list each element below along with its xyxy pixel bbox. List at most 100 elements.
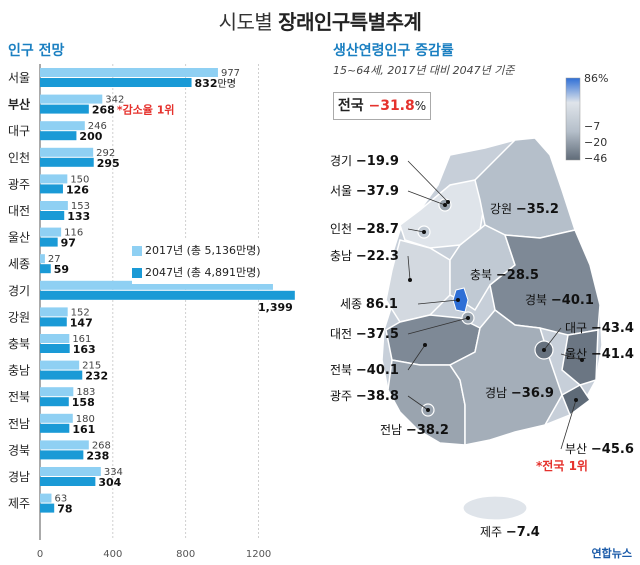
value-label-2017: 161: [72, 334, 91, 345]
title-main: 장래인구특별추계: [278, 10, 422, 34]
bar-2047: [40, 184, 63, 194]
x-tick-label: 1200: [246, 549, 271, 560]
leader-dot: [456, 298, 460, 302]
bar-2047: [40, 503, 55, 513]
value-label-2017: 292: [96, 148, 115, 159]
region-jeju: [462, 495, 528, 521]
value-label-2017: 27: [48, 254, 61, 265]
bar-2017: [40, 493, 52, 503]
category-label: 전남: [8, 417, 30, 431]
value-label-2017: 334: [104, 467, 123, 478]
category-label: 부산: [8, 97, 30, 112]
map-region-value: −7.4: [506, 525, 540, 540]
map-region-value: −40.1: [356, 363, 399, 378]
korea-map: 86% −7 −20 −46 경기 −19.9서울 −37.9인천 −28.7충…: [330, 72, 634, 540]
bar-2047: [40, 317, 67, 327]
map-region-label: 대전 −37.5: [330, 327, 399, 342]
page-title: 시도별 장래인구특별추계: [0, 6, 640, 35]
category-label: 경북: [8, 443, 30, 457]
map-region-label: 울산 −41.4: [565, 347, 634, 362]
map-region-value: −38.2: [406, 423, 449, 438]
map-region-label: 인천 −28.7: [330, 221, 399, 237]
region-gyeongnam: [448, 308, 563, 446]
value-label-2017: 180: [76, 414, 95, 425]
map-region-label: 강원 −35.2: [490, 202, 559, 217]
leader-dot: [426, 408, 430, 412]
bar-2017: [40, 254, 45, 264]
map-region-name: 부산: [565, 442, 591, 456]
legend-label-2017: 2017년 (총 5,136만명): [145, 244, 261, 257]
map-region-value: 86.1: [366, 297, 398, 312]
bar-2017: [40, 307, 68, 317]
national-unit: %: [414, 99, 427, 113]
bar-2017: [40, 280, 273, 290]
map-region-value: −28.5: [496, 268, 539, 283]
bar-2017: [40, 94, 103, 104]
map-region-name: 충북: [470, 268, 496, 282]
map-region-name: 제주: [480, 525, 506, 539]
value-label-2017: 116: [64, 228, 83, 239]
map-region-name: 광주: [330, 389, 356, 403]
value-label-2017: 152: [71, 307, 90, 318]
bar-2017: [40, 201, 68, 210]
legend-swatch-2017: [132, 246, 142, 256]
map-region-name: 경기: [330, 154, 356, 168]
category-label: 대전: [8, 204, 30, 218]
value-label-2017: 183: [76, 387, 95, 398]
map-region-value: −43.4: [591, 321, 634, 336]
leader-line: [407, 395, 429, 411]
value-label-2047: 295: [97, 157, 120, 170]
value-label-2047: 163: [73, 343, 96, 356]
category-label: 세종: [8, 257, 30, 271]
region-ulsan: [561, 329, 599, 386]
national-label: 전국: [337, 98, 364, 114]
bar-2047: [40, 104, 89, 114]
x-tick-label: 0: [37, 549, 43, 560]
map-region-name: 인천: [330, 221, 356, 236]
map-region-value: −38.8: [356, 389, 399, 404]
x-tick-label: 400: [103, 549, 122, 560]
map-region-name: 강원: [490, 202, 516, 216]
category-label: 광주: [8, 177, 30, 191]
right-subtitle: 15~64세, 2017년 대비 2047년 기준: [333, 64, 515, 77]
x-tick-label: 800: [176, 549, 195, 560]
unit-label: 만명: [218, 78, 236, 90]
leader-line: [417, 299, 459, 305]
scale-label-top: 86%: [584, 72, 608, 85]
national-value: −31.8: [368, 98, 415, 114]
value-label-2047: 59: [54, 263, 69, 276]
map-region-label: 전남 −38.2: [380, 423, 449, 438]
map-region-label: 제주 −7.4: [480, 525, 540, 540]
map-region-name: 울산: [565, 347, 591, 361]
leader-dot: [574, 398, 578, 402]
value-label-2047: 268: [92, 104, 115, 117]
legend-swatch-2047: [132, 268, 142, 278]
leader-line: [407, 255, 411, 281]
leader-dot: [542, 348, 546, 352]
value-label-2047: 200: [79, 130, 102, 143]
category-label: 서울: [8, 71, 30, 85]
bar-2017: [40, 440, 89, 450]
category-label: 전북: [8, 390, 30, 404]
legend-item-2047: 2047년 (총 4,891만명): [132, 264, 261, 280]
leader-dot: [443, 203, 447, 207]
category-label: 경남: [8, 470, 30, 484]
leader-line: [407, 317, 469, 335]
value-label-2047: 161: [72, 423, 95, 436]
map-region-name: 충남: [330, 249, 356, 263]
category-label: 충북: [8, 337, 30, 351]
map-region-label: 경기 −19.9: [330, 154, 399, 169]
value-label-2047: 238: [86, 449, 109, 462]
value-label-2017: 150: [70, 174, 89, 185]
category-label: 울산: [8, 231, 30, 245]
map-region-label: 세종 86.1: [340, 297, 398, 312]
value-label-2017: 977: [221, 68, 240, 79]
left-section-title: 인구 전망: [8, 43, 65, 59]
map-region-value: −41.4: [591, 347, 634, 362]
value-label-2017: 153: [71, 201, 90, 212]
map-region-name: 서울: [330, 184, 356, 198]
value-label-2047: 147: [70, 316, 93, 329]
category-label: 인천: [8, 150, 30, 165]
map-region-value: −35.2: [516, 202, 559, 217]
map-region-label: 광주 −38.8: [330, 389, 399, 404]
